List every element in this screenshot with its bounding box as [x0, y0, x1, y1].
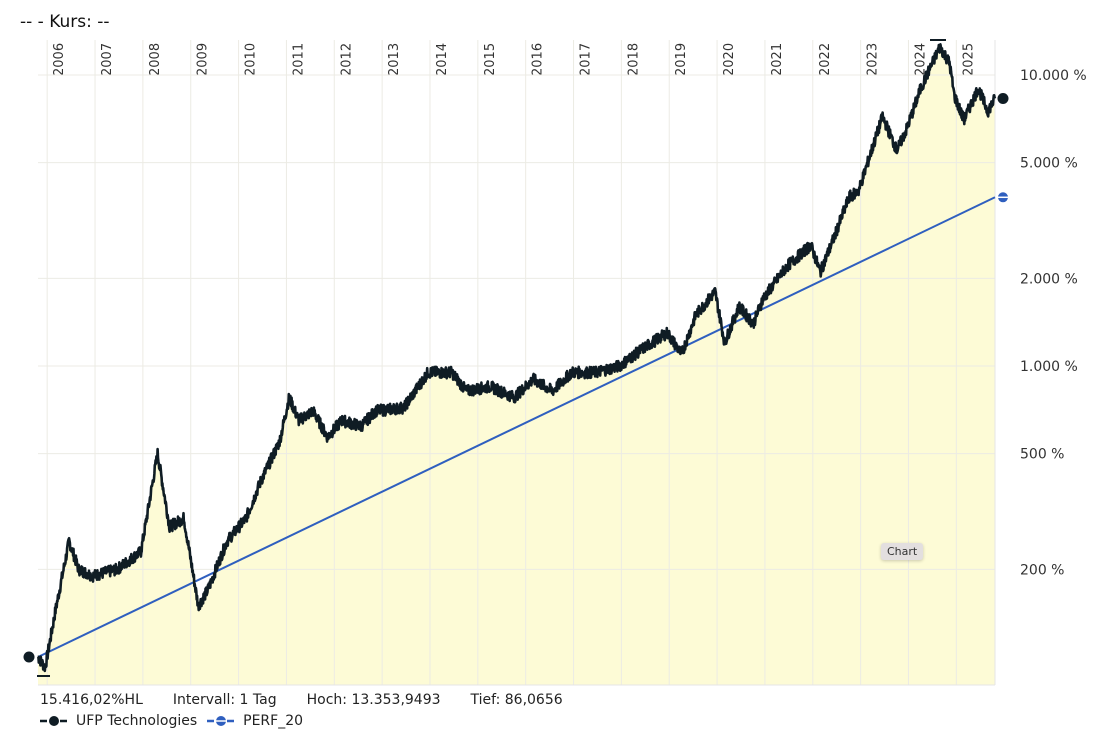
x-tick-label: 2023: [866, 43, 881, 76]
chart-tooltip: Chart: [881, 543, 924, 560]
interval-value: Intervall: 1 Tag: [172, 692, 277, 708]
x-tick-label: 2022: [818, 43, 833, 76]
y-tick-label: 5.000 %: [1020, 156, 1078, 172]
start-marker: [23, 651, 35, 663]
x-tick-label: 2007: [100, 43, 115, 76]
y-tick-label: 10.000 %: [1020, 68, 1087, 84]
black-dot-line-icon: [40, 716, 68, 726]
range-value: 15.416,02%HL: [40, 692, 143, 708]
x-tick-label: 2011: [291, 43, 306, 76]
x-tick-label: 2024: [913, 43, 928, 76]
chart-title: -- - Kurs: --: [20, 12, 110, 32]
x-tick-label: 2020: [722, 43, 737, 76]
x-tick-label: 2006: [52, 43, 67, 76]
x-tick-label: 2016: [531, 43, 546, 76]
x-tick-label: 2025: [961, 43, 976, 76]
y-tick-label: 1.000 %: [1020, 359, 1078, 375]
y-tick-label: 500 %: [1020, 447, 1064, 463]
x-tick-label: 2008: [148, 43, 163, 76]
x-tick-label: 2014: [435, 43, 450, 76]
ufp-price-line: [37, 43, 997, 673]
x-tick-label: 2009: [196, 43, 211, 76]
x-tick-label: 2018: [626, 43, 641, 76]
blue-dot-line-icon: [207, 716, 236, 726]
chart-info-bar: 15.416,02%HL Intervall: 1 Tag Hoch: 13.3…: [40, 692, 593, 708]
chart-legend: UFP Technologies PERF_20: [40, 713, 313, 729]
y-tick-label: 200 %: [1020, 562, 1064, 578]
legend-label: PERF_20: [243, 713, 304, 729]
x-tick-label: 2019: [674, 43, 689, 76]
legend-item-ufp[interactable]: UFP Technologies: [40, 713, 197, 729]
x-tick-label: 2021: [770, 43, 785, 76]
legend-item-perf[interactable]: PERF_20: [207, 713, 303, 729]
perf-20-line: [37, 196, 996, 658]
x-tick-label: 2017: [579, 43, 594, 76]
y-tick-label: 2.000 %: [1020, 271, 1078, 287]
x-tick-label: 2010: [244, 43, 259, 76]
price-area-fill: [38, 44, 995, 686]
last-price-marker: [997, 93, 1009, 105]
low-value: Tief: 86,0656: [470, 692, 563, 708]
x-tick-label: 2015: [483, 43, 498, 76]
x-tick-label: 2012: [339, 43, 354, 76]
x-tick-label: 2013: [387, 43, 402, 76]
high-value: Hoch: 13.353,9493: [306, 692, 441, 708]
legend-label: UFP Technologies: [76, 713, 198, 729]
